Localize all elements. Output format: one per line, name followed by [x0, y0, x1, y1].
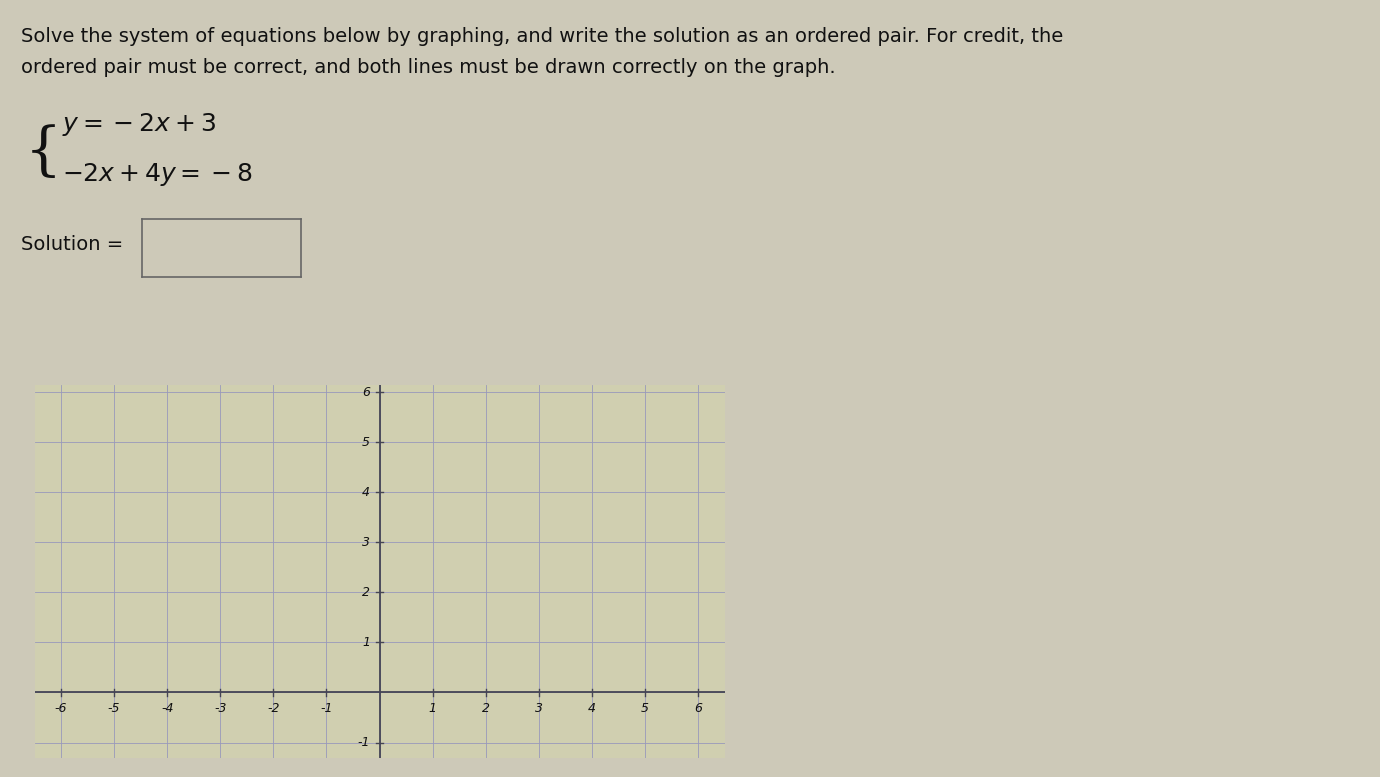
Text: -3: -3 [214, 702, 226, 715]
Text: {: { [25, 125, 62, 182]
Text: 1: 1 [362, 636, 370, 649]
Text: 3: 3 [362, 536, 370, 549]
Text: 4: 4 [362, 486, 370, 499]
Text: -1: -1 [357, 736, 370, 749]
Text: -2: -2 [268, 702, 280, 715]
Text: -1: -1 [320, 702, 333, 715]
Text: -4: -4 [161, 702, 174, 715]
Text: Solve the system of equations below by graphing, and write the solution as an or: Solve the system of equations below by g… [21, 27, 1063, 46]
Text: 3: 3 [534, 702, 542, 715]
Text: 2: 2 [482, 702, 490, 715]
Text: $y = -2x + 3$: $y = -2x + 3$ [62, 111, 217, 138]
Text: 6: 6 [694, 702, 702, 715]
Text: 5: 5 [640, 702, 649, 715]
Text: $-2x + 4y = -8$: $-2x + 4y = -8$ [62, 162, 253, 188]
Text: 5: 5 [362, 436, 370, 448]
Text: 2: 2 [362, 586, 370, 599]
Text: 6: 6 [362, 385, 370, 399]
Text: Solution =: Solution = [21, 235, 123, 254]
Text: -5: -5 [108, 702, 120, 715]
Text: 1: 1 [429, 702, 436, 715]
Text: 4: 4 [588, 702, 596, 715]
Text: ordered pair must be correct, and both lines must be drawn correctly on the grap: ordered pair must be correct, and both l… [21, 58, 835, 77]
Text: -6: -6 [55, 702, 68, 715]
